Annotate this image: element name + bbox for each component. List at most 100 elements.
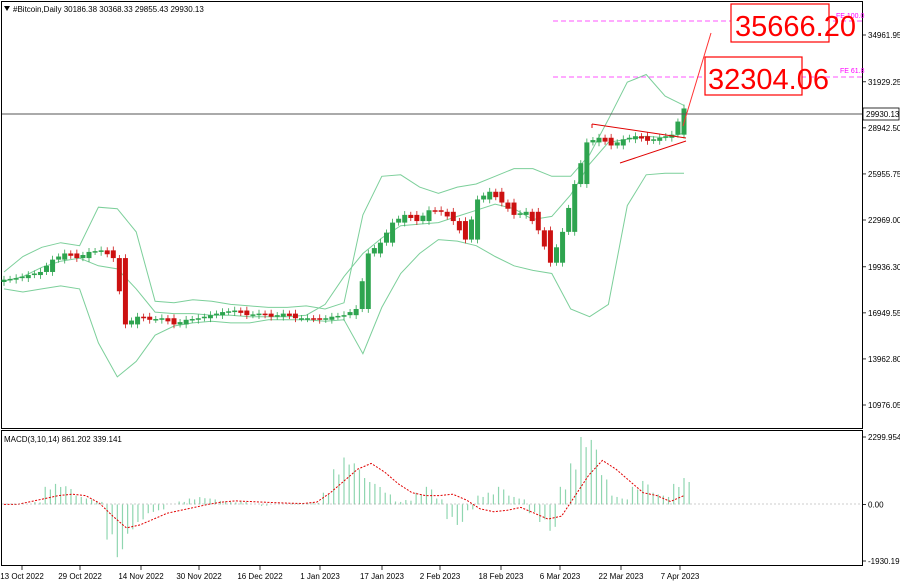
candle-body — [499, 191, 505, 203]
candle-body — [469, 219, 474, 240]
price-pane-frame — [1, 1, 863, 429]
candle-body — [371, 248, 377, 254]
time-tick-label: 17 Jan 2023 — [360, 572, 405, 581]
candle-body — [62, 253, 68, 260]
candle-body — [7, 278, 13, 281]
triangle-lower-line — [619, 140, 687, 164]
time-tick-label: 30 Nov 2022 — [176, 572, 222, 581]
candle-body — [377, 242, 383, 254]
candle-body — [657, 137, 663, 141]
fibo-label-100: FE 100.0 — [836, 13, 865, 20]
candle-body — [135, 316, 141, 325]
target-price-lower: 32304.06 — [708, 64, 829, 96]
macd-signal-line — [4, 459, 685, 529]
candle-body — [450, 211, 456, 222]
candle-body — [578, 163, 584, 185]
candle-body — [651, 139, 657, 141]
price-tick-label: 25955.75 — [868, 170, 900, 179]
price-tick-label: 31929.25 — [868, 78, 900, 87]
macd-pane-frame — [1, 430, 863, 566]
candle-body — [214, 313, 219, 316]
price-tick-label: 16949.55 — [868, 309, 900, 318]
bollinger-middle — [3, 132, 685, 318]
candle-body — [554, 247, 559, 263]
candle-body — [129, 320, 134, 325]
candle-body — [56, 256, 62, 260]
candle-body — [171, 318, 177, 325]
candle-body — [177, 322, 183, 325]
time-tick-label: 13 Oct 2022 — [0, 572, 44, 581]
candle-body — [347, 312, 353, 316]
candle-body — [456, 221, 462, 231]
bollinger-lower — [3, 172, 684, 378]
candle-body — [116, 258, 122, 292]
candle-body — [238, 310, 244, 313]
candle-body — [250, 314, 256, 316]
candle-body — [614, 142, 620, 146]
price-tick-label: 22969.00 — [868, 216, 900, 225]
macd-header: MACD(3,10,14) 861.202 339.141 — [4, 435, 122, 444]
candle-body — [639, 136, 644, 139]
candle-body — [68, 253, 74, 256]
candle-body — [384, 232, 389, 243]
time-tick-label: 16 Dec 2022 — [237, 572, 283, 581]
candle-body — [335, 315, 341, 318]
candle-body — [104, 250, 110, 255]
time-tick-label: 2 Feb 2023 — [420, 572, 461, 581]
candle-body — [444, 211, 450, 217]
target-price-upper: 35666.20 — [735, 11, 856, 43]
candle-body — [535, 211, 541, 231]
price-tick-label: 34961.95 — [868, 31, 900, 40]
candle-body — [475, 199, 481, 240]
candle-body — [462, 221, 468, 240]
candle-body — [432, 210, 438, 212]
time-tick-label: 1 Jan 2023 — [300, 572, 340, 581]
price-tick-label: 10976.05 — [868, 401, 900, 410]
candle-body — [541, 230, 547, 247]
candle-body — [511, 202, 517, 215]
candle-body — [195, 318, 201, 320]
candle-body — [305, 318, 311, 320]
candle-body — [390, 222, 396, 243]
candle-body — [408, 214, 414, 218]
candle-body — [220, 312, 226, 316]
candle-body — [19, 276, 25, 279]
candle-body — [92, 251, 98, 253]
candle-body — [353, 308, 359, 316]
fibo-label-61: FE 61.8 — [840, 68, 865, 75]
candle-body — [25, 275, 31, 279]
candle-body — [280, 313, 286, 317]
collapse-arrow-icon[interactable] — [4, 6, 10, 11]
candle-body — [189, 319, 195, 321]
macd-axis: 2299.954 0.00 -1930.191 — [862, 433, 900, 566]
time-tick-label: 14 Nov 2022 — [118, 572, 164, 581]
symbol-header: #Bitcoin,Daily 30186.38 30368.33 29855.4… — [13, 5, 204, 14]
candle-body — [74, 253, 80, 259]
time-axis: 13 Oct 2022 29 Oct 2022 14 Nov 2022 30 Nov … — [0, 566, 700, 581]
candle-body — [311, 318, 317, 320]
current-price-tag: 29930.13 — [866, 110, 900, 119]
time-tick-label: 22 Mar 2023 — [599, 572, 644, 581]
price-tick-label: 19936.30 — [868, 263, 900, 272]
macd-signal-polyline — [4, 459, 685, 529]
candle-body — [426, 210, 432, 222]
candle-body — [420, 215, 426, 222]
candle-body — [663, 136, 669, 138]
candle-body — [396, 218, 402, 223]
current-price-tag-box — [862, 107, 900, 121]
candle-body — [183, 319, 189, 325]
candle-body — [341, 315, 347, 317]
candle-body — [626, 137, 632, 140]
candle-body — [13, 278, 19, 280]
candle-body — [232, 310, 238, 313]
macd-tick-label: 0.00 — [868, 500, 884, 509]
candle-body — [292, 313, 298, 319]
candle-body — [165, 318, 171, 322]
candle-body — [608, 137, 614, 146]
candle-body — [44, 265, 49, 272]
candle-body — [110, 250, 116, 259]
candle-body — [274, 315, 280, 317]
target-box-lower — [704, 56, 803, 96]
candle-body — [493, 191, 499, 198]
